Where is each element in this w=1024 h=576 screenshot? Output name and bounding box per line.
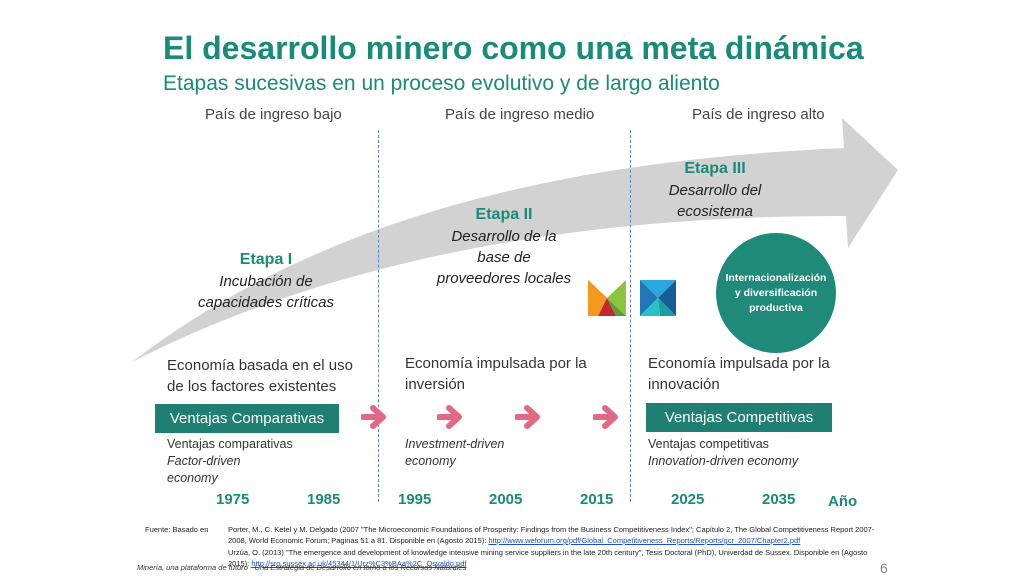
source-ref-2: Urzúa, O. (2013) "The emergence and deve… (228, 547, 880, 569)
economy-line: de los factores existentes (167, 378, 337, 395)
column-header-middle-income: País de ingreso medio (445, 106, 595, 123)
chevron-right-icon (437, 405, 462, 429)
note-line: economy (405, 454, 456, 468)
circle-text-line: Internacionalización (725, 271, 827, 284)
stage-3-desc-line: ecosistema (677, 203, 753, 220)
source-ref-1: Porter, M., C. Ketel y M. Delgado (2007 … (228, 524, 880, 546)
internationalization-circle: Internacionalización y diversificación p… (716, 233, 836, 353)
minería-logo-color-icon (588, 280, 626, 316)
economy-innovation: Economía impulsada por la innovación (648, 353, 830, 395)
economy-line: innovación (648, 376, 720, 393)
chevron-right-icon (515, 405, 540, 429)
page-title: El desarrollo minero como una meta dinám… (163, 30, 864, 66)
note-investment: Investment-driven economy (405, 436, 504, 470)
year-axis-label: Año (828, 493, 858, 510)
minería-logo-blue-icon (640, 280, 676, 316)
competitive-advantages-box: Ventajas Competitivas (646, 403, 832, 432)
source-ref-2-link[interactable]: http://sro.sussex.ac.uk/45344/1/Urz%C3%B… (251, 559, 467, 568)
stage-2-title: Etapa II (475, 206, 533, 223)
stage-2: Etapa II Desarrollo de la base de provee… (425, 206, 583, 289)
year-label: 2035 (762, 491, 796, 508)
note-comparative: Ventajas comparativas Factor-driven econ… (167, 436, 293, 487)
stage-2-desc-line: base de (477, 249, 531, 266)
note-line: economy (167, 471, 218, 485)
economy-line: Economía impulsada por la (405, 355, 587, 372)
column-header-low-income: País de ingreso bajo (205, 106, 342, 123)
economy-line: Economía basada en el uso (167, 357, 353, 374)
year-label: 1985 (307, 491, 341, 508)
note-line: Investment-driven (405, 437, 505, 451)
note-line: Factor-driven (167, 454, 241, 468)
year-label: 2025 (671, 491, 705, 508)
circle-text-line: y diversificación (734, 286, 818, 299)
source-ref-1-link[interactable]: http://www.weforum.org/pdf/Global_Compet… (488, 536, 801, 545)
stage-3-title: Etapa III (684, 160, 746, 177)
column-header-high-income: País de ingreso alto (692, 106, 825, 123)
year-label: 1975 (216, 491, 250, 508)
economy-factor: Economía basada en el uso de los factore… (167, 355, 353, 397)
stage-1: Etapa I Incubación de capacidades crític… (180, 251, 352, 313)
economy-investment: Economía impulsada por la inversión (405, 353, 587, 395)
stage-2-desc-line: Desarrollo de la (451, 228, 557, 245)
economy-line: Economía impulsada por la (648, 355, 830, 372)
page-number: 6 (880, 560, 888, 576)
year-label: 1995 (398, 491, 432, 508)
footer-text: Minería, una plataforma de futuro - Una … (137, 563, 467, 572)
circle-text-line: productiva (749, 301, 803, 314)
year-label: 2015 (580, 491, 614, 508)
source-label: Fuente: Basado en (145, 525, 209, 534)
note-line: Ventajas competitivas (648, 437, 769, 451)
stage-3: Etapa III Desarrollo del ecosistema (650, 160, 780, 222)
stage-1-title: Etapa I (239, 251, 293, 268)
note-line: Ventajas comparativas (167, 437, 293, 451)
economy-line: inversión (405, 376, 466, 393)
stage-1-desc-line: Incubación de (219, 273, 313, 290)
chevron-right-icon (593, 405, 618, 429)
stage-3-desc-line: Desarrollo del (668, 182, 762, 199)
stage-2-desc-line: proveedores locales (436, 270, 572, 287)
page-subtitle: Etapas sucesivas en un proceso evolutivo… (163, 72, 720, 95)
source-ref-1-text: Porter, M., C. Ketel y M. Delgado (2007 … (228, 525, 875, 545)
note-line: Innovation-driven economy (648, 454, 799, 468)
stage-1-desc-line: capacidades críticas (198, 294, 334, 311)
year-label: 2005 (489, 491, 523, 508)
chevron-right-icon (361, 405, 386, 429)
source-ref-2-text: Urzúa, O. (2013) "The emergence and deve… (228, 548, 868, 568)
divider-line-2 (630, 130, 631, 502)
divider-line-1 (378, 130, 379, 502)
note-competitive: Ventajas competitivas Innovation-driven … (648, 436, 798, 470)
comparative-advantages-box: Ventajas Comparativas (155, 404, 339, 433)
